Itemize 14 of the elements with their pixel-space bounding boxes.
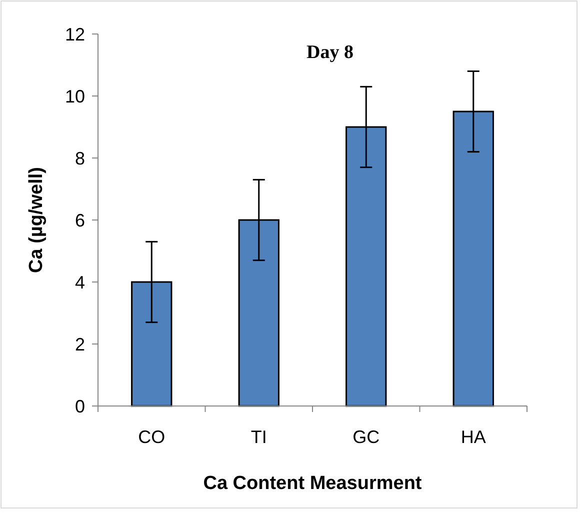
x-axis-title: Ca Content Measurment: [203, 473, 422, 494]
y-tick-label: 2: [74, 334, 85, 354]
y-tick-label: 4: [74, 272, 85, 292]
x-tick-label: TI: [250, 427, 267, 447]
y-tick-label: 10: [64, 86, 85, 106]
y-axis-title: Ca (µg/well): [26, 167, 47, 273]
x-tick-label: HA: [460, 427, 486, 447]
y-tick-label: 8: [74, 148, 85, 168]
y-tick-label: 6: [74, 210, 85, 230]
x-tick-label: CO: [138, 427, 166, 447]
x-tick-label: GC: [352, 427, 380, 447]
chart-title: Day 8: [306, 42, 354, 63]
y-tick-label: 0: [74, 396, 85, 416]
y-tick-label: 12: [64, 24, 85, 44]
